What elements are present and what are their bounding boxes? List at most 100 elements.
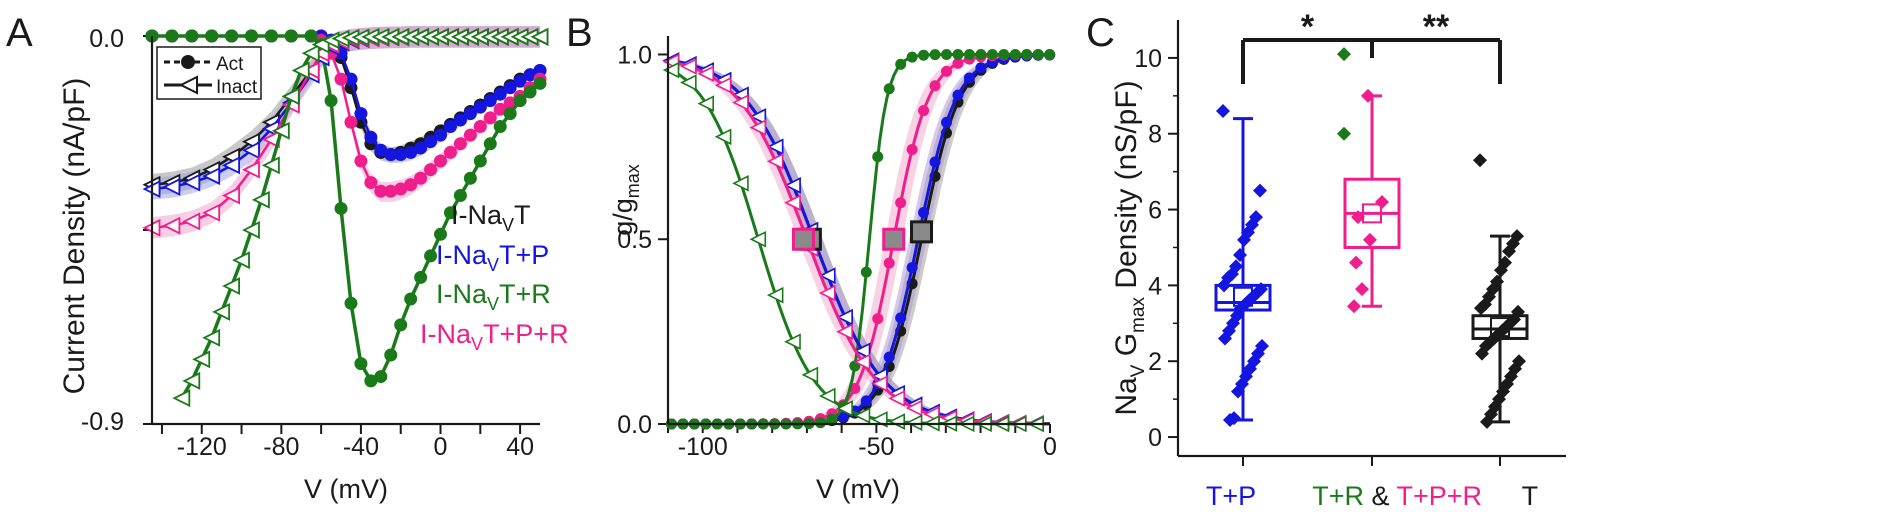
act-data-point [503, 107, 517, 121]
act-data-point [963, 48, 975, 60]
data-point [1474, 301, 1488, 316]
inact-data-point [714, 128, 732, 146]
act-data-point [185, 29, 199, 43]
inact-data-point [836, 323, 853, 341]
inact-data-point [818, 267, 836, 284]
inact-data-point [836, 400, 853, 417]
act-data-point [324, 94, 338, 108]
inact-data-point [732, 94, 749, 111]
inact-data-point [749, 230, 767, 248]
panel-a-x-tick-label: -80 [263, 433, 299, 461]
panel-b: B g/gmax 0.0 0.5 1.0 -100 -50 0 V (mV) [566, 11, 1057, 504]
data-point [1355, 282, 1369, 297]
act-data-point [443, 206, 457, 220]
boltzmann-error-band [668, 59, 1050, 424]
act-data-point [523, 68, 537, 82]
act-data-point [334, 72, 348, 86]
data-point [1480, 414, 1494, 429]
inact-data-point [662, 61, 680, 79]
act-data-point [941, 116, 953, 128]
inact-data-point [291, 61, 310, 80]
act-data-point [998, 48, 1010, 60]
inact-data-point [905, 399, 923, 417]
act-data-point [344, 115, 358, 129]
inact-data-point [853, 407, 871, 424]
panel-a-x-tick-label: 0 [434, 433, 448, 461]
inact-data-point [888, 390, 906, 407]
panel-b-y-tick-label: 1.0 [617, 41, 652, 69]
act-data-point [414, 141, 428, 155]
act-data-point [503, 81, 517, 95]
inact-data-point [905, 414, 923, 431]
act-data-point [463, 171, 477, 185]
act-data-point [374, 143, 388, 157]
inact-data-point [162, 216, 181, 235]
data-point [1223, 412, 1237, 427]
act-data-point [493, 102, 507, 116]
panel-b-y-axis-label: g/gmax [608, 164, 643, 236]
inact-data-point [784, 194, 801, 212]
act-data-point [225, 29, 239, 43]
inact-data-point [714, 76, 732, 94]
panel-a-y-axis-label: Current Density (nA/pF) [58, 78, 91, 395]
act-data-point [264, 29, 278, 43]
inact-data-point [853, 342, 871, 360]
act-data-point [883, 351, 895, 363]
act-data-point [364, 176, 378, 190]
act-data-point [434, 128, 448, 142]
panel-a-x-tick-label: -120 [177, 433, 227, 461]
act-data-point [424, 249, 438, 263]
panel-b-x-tick-label: 0 [1043, 433, 1057, 461]
inact-data-point [784, 333, 801, 351]
act-data-point [344, 72, 358, 86]
act-data-point [394, 182, 408, 196]
act-data-point [523, 85, 537, 99]
inact-data-point [749, 119, 767, 136]
act-data-point [872, 313, 884, 325]
act-data-point [513, 74, 527, 88]
act-data-point [872, 151, 884, 163]
act-data-point [918, 105, 930, 117]
data-point [1347, 299, 1361, 314]
panel-a: A Current Density (nA/pF) 0.0 -0.9 -120-… [6, 11, 569, 504]
data-point [1361, 88, 1375, 103]
panel-b-y-tick-label: 0.0 [617, 411, 652, 439]
panel-c-y-tick-label: 0 [1148, 424, 1162, 452]
act-legend-label: Act [216, 54, 244, 75]
data-point [1351, 210, 1365, 225]
box-mean-marker [1362, 203, 1382, 224]
inact-legend-marker [178, 75, 198, 95]
v-half-marker [791, 227, 815, 251]
data-point [1233, 248, 1247, 263]
panel-c-y-tick-label: 4 [1148, 272, 1162, 300]
act-data-point [384, 184, 398, 198]
act-data-point [918, 49, 930, 61]
act-data-point [918, 207, 930, 219]
act-data-point [860, 266, 872, 278]
data-point [1218, 331, 1232, 346]
panel-c-y-tick-label: 2 [1148, 348, 1162, 376]
act-data-point [906, 144, 918, 156]
data-point [1217, 278, 1231, 293]
inact-data-point [222, 277, 240, 296]
act-data-point [414, 171, 428, 185]
act-data-point [165, 29, 179, 43]
act-data-point [244, 29, 258, 43]
act-data-point [394, 148, 408, 162]
act-data-point [929, 156, 941, 168]
act-data-point [394, 318, 408, 332]
data-point [1473, 153, 1487, 168]
act-data-point [1021, 48, 1033, 60]
act-data-point [404, 145, 418, 159]
panel-c-y-axis-label: NaV Gmax Density (nS/pF) [1110, 80, 1149, 415]
act-data-point [941, 49, 953, 61]
inact-error-band [152, 26, 540, 200]
act-data-point [453, 137, 467, 151]
act-data-point [284, 29, 298, 43]
panel-b-label: B [566, 11, 593, 55]
inact-data-point [836, 308, 853, 326]
inact-legend-label: Inact [216, 77, 258, 98]
inact-data-point [801, 366, 819, 384]
